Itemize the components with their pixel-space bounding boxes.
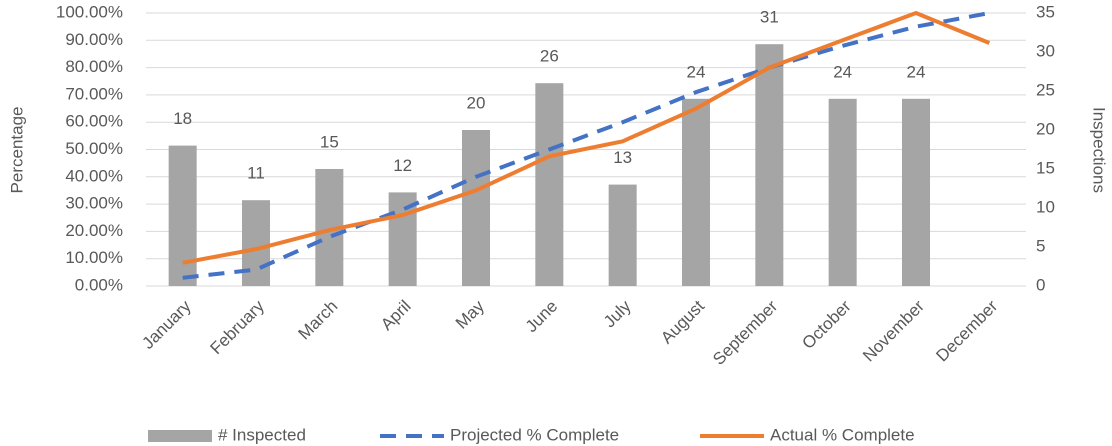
x-tick-label: June: [522, 297, 562, 337]
line: [182, 11, 990, 280]
y-tick-label: 50.00%: [65, 139, 123, 158]
x-tick-label: September: [709, 296, 781, 368]
y2-tick-label: 5: [1036, 236, 1045, 255]
y-tick-label: 20.00%: [65, 221, 123, 240]
x-tick-label: October: [798, 296, 854, 352]
y2-tick-label: 15: [1036, 158, 1055, 177]
bar: [462, 130, 490, 286]
y-tick-label: 60.00%: [65, 112, 123, 131]
x-tick-label: December: [932, 296, 1001, 365]
x-tick-label: April: [377, 297, 414, 334]
x-tick-label: July: [600, 296, 635, 331]
bar: [388, 192, 417, 286]
y2-tick-label: 25: [1036, 80, 1055, 99]
x-tick-label: August: [657, 296, 708, 347]
y-tick-label: 0.00%: [75, 275, 123, 294]
y-tick-label: 10.00%: [65, 248, 123, 267]
y-tick-label: 30.00%: [65, 194, 123, 213]
y-tick-label: 100.00%: [56, 2, 123, 21]
bar: [242, 200, 270, 286]
data-label: 26: [540, 47, 559, 66]
bar: [828, 98, 857, 286]
bar: [902, 98, 930, 286]
data-label: 12: [393, 156, 412, 175]
y-tick-label: 40.00%: [65, 166, 123, 185]
y2-axis-title: Inspections: [1090, 107, 1109, 193]
data-label: 31: [760, 8, 779, 27]
y2-tick-label: 0: [1036, 275, 1045, 294]
y2-tick-label: 20: [1036, 119, 1055, 138]
x-tick-label: November: [859, 296, 928, 365]
data-label: 20: [467, 93, 486, 112]
data-label: 18: [173, 109, 192, 128]
y2-tick-label: 10: [1036, 197, 1055, 216]
data-label: 11: [247, 164, 265, 183]
data-label: 15: [320, 132, 339, 151]
legend-label: Projected % Complete: [450, 425, 619, 444]
line: [182, 10, 991, 265]
x-tick-label: February: [206, 296, 268, 358]
x-tick-label: March: [294, 297, 341, 344]
y2-tick-label: 30: [1036, 41, 1055, 60]
legend-label: Actual % Complete: [770, 425, 915, 444]
bar: [535, 83, 564, 286]
bar: [755, 44, 784, 287]
data-label: 24: [833, 62, 852, 81]
legend-swatch: [148, 430, 212, 442]
y-tick-label: 80.00%: [65, 57, 123, 76]
y-axis-title: Percentage: [7, 107, 26, 194]
bar: [168, 145, 197, 286]
x-tick-label: January: [138, 296, 195, 353]
bar: [682, 98, 710, 286]
data-label: 24: [687, 62, 706, 81]
bar: [608, 184, 637, 286]
y2-tick-label: 35: [1036, 2, 1055, 21]
x-tick-label: May: [452, 296, 488, 332]
data-label: 24: [907, 62, 926, 81]
legend-label: # Inspected: [218, 425, 306, 444]
y-tick-label: 90.00%: [65, 30, 123, 49]
y-tick-label: 70.00%: [65, 84, 123, 103]
data-label: 13: [613, 148, 632, 167]
